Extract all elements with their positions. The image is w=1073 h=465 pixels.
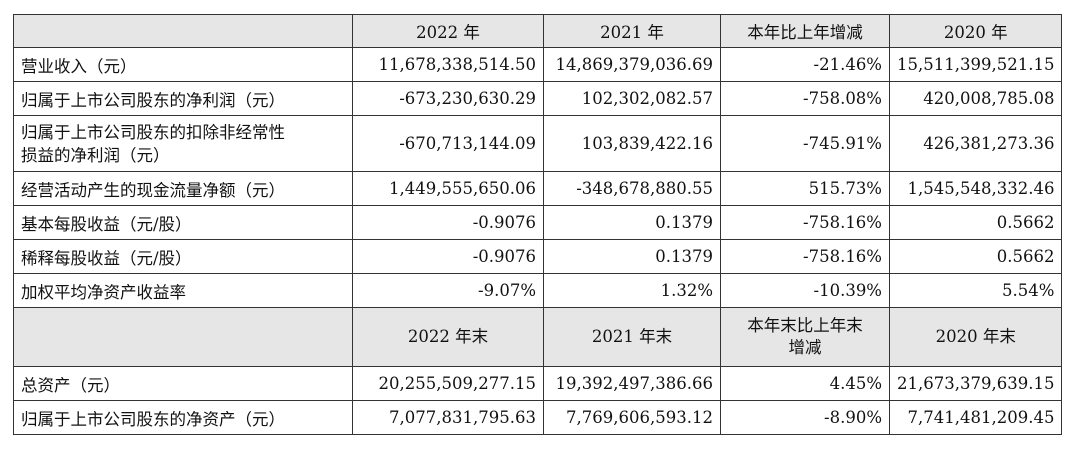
- header-change-end-line2: 增减: [788, 338, 822, 357]
- value-2020: 420,008,785.08: [888, 81, 1063, 116]
- value-change: -10.39%: [720, 273, 890, 308]
- value-2021: -348,678,880.55: [543, 171, 721, 206]
- value-2020: 21,673,379,639.15: [888, 366, 1063, 401]
- value-2020: 0.5662: [888, 205, 1063, 240]
- value-2020: 426,381,273.36: [888, 115, 1063, 172]
- value-2021: 14,869,379,036.69: [543, 47, 721, 82]
- row-label: 加权平均净资产收益率: [13, 273, 353, 308]
- table-row: 营业收入（元） 11,678,338,514.50 14,869,379,036…: [13, 47, 1063, 82]
- value-2021: 19,392,497,386.66: [543, 366, 721, 401]
- header-change-end-line1: 本年末比上年末: [747, 316, 863, 335]
- row-label: 归属于上市公司股东的扣除非经常性 损益的净利润（元）: [13, 115, 353, 172]
- value-2020: 7,741,481,209.45: [888, 400, 1063, 435]
- value-change: 4.45%: [720, 366, 890, 401]
- header-row-year-end: 2022 年末 2021 年末 本年末比上年末 增减 2020 年末: [13, 307, 1063, 367]
- header-2020: 2020 年: [888, 14, 1063, 48]
- value-2021: 0.1379: [543, 239, 721, 274]
- table-row: 总资产（元） 20,255,509,277.15 19,392,497,386.…: [13, 366, 1063, 401]
- row-label: 基本每股收益（元/股）: [13, 205, 353, 240]
- value-change: -758.08%: [720, 81, 890, 116]
- row-label: 总资产（元）: [13, 366, 353, 401]
- value-2022: -673,230,630.29: [352, 81, 544, 116]
- table-row: 加权平均净资产收益率 -9.07% 1.32% -10.39% 5.54%: [13, 273, 1063, 308]
- row-label: 经营活动产生的现金流量净额（元）: [13, 171, 353, 206]
- table-row: 经营活动产生的现金流量净额（元） 1,449,555,650.06 -348,6…: [13, 171, 1063, 206]
- header-blank-cell: [13, 307, 353, 367]
- table-row: 归属于上市公司股东的净资产（元） 7,077,831,795.63 7,769,…: [13, 400, 1063, 435]
- value-2021: 103,839,422.16: [543, 115, 721, 172]
- table-row: 归属于上市公司股东的净利润（元） -673,230,630.29 102,302…: [13, 81, 1063, 116]
- header-change: 本年比上年增减: [720, 14, 890, 48]
- value-2021: 1.32%: [543, 273, 721, 308]
- header-2022-end: 2022 年末: [352, 307, 544, 367]
- table-row: 归属于上市公司股东的扣除非经常性 损益的净利润（元） -670,713,144.…: [13, 115, 1063, 172]
- value-2020: 1,545,548,332.46: [888, 171, 1063, 206]
- value-2022: 7,077,831,795.63: [352, 400, 544, 435]
- value-change: -758.16%: [720, 205, 890, 240]
- header-2021: 2021 年: [543, 14, 721, 48]
- value-2021: 7,769,606,593.12: [543, 400, 721, 435]
- financial-summary-table: 2022 年 2021 年 本年比上年增减 2020 年 营业收入（元） 11,…: [13, 14, 1063, 435]
- header-2021-end: 2021 年末: [543, 307, 721, 367]
- table-row: 稀释每股收益（元/股） -0.9076 0.1379 -758.16% 0.56…: [13, 239, 1063, 274]
- row-label: 营业收入（元）: [13, 47, 353, 82]
- value-2020: 5.54%: [888, 273, 1063, 308]
- value-change: -758.16%: [720, 239, 890, 274]
- row-label-line1: 归属于上市公司股东的扣除非经常性: [21, 122, 285, 142]
- header-blank-cell: [13, 14, 353, 48]
- header-2022: 2022 年: [352, 14, 544, 48]
- value-2021: 0.1379: [543, 205, 721, 240]
- header-change-end: 本年末比上年末 增减: [720, 307, 890, 367]
- value-change: -745.91%: [720, 115, 890, 172]
- value-2022: 20,255,509,277.15: [352, 366, 544, 401]
- row-label-line2: 损益的净利润（元）: [21, 145, 170, 165]
- value-change: -21.46%: [720, 47, 890, 82]
- value-2022: 11,678,338,514.50: [352, 47, 544, 82]
- value-change: -8.90%: [720, 400, 890, 435]
- row-label: 归属于上市公司股东的净资产（元）: [13, 400, 353, 435]
- table-row: 基本每股收益（元/股） -0.9076 0.1379 -758.16% 0.56…: [13, 205, 1063, 240]
- value-2022: 1,449,555,650.06: [352, 171, 544, 206]
- row-label: 归属于上市公司股东的净利润（元）: [13, 81, 353, 116]
- value-2022: -9.07%: [352, 273, 544, 308]
- value-2020: 0.5662: [888, 239, 1063, 274]
- value-2022: -0.9076: [352, 205, 544, 240]
- financial-table-container: 2022 年 2021 年 本年比上年增减 2020 年 营业收入（元） 11,…: [13, 14, 1063, 435]
- value-change: 515.73%: [720, 171, 890, 206]
- value-2022: -670,713,144.09: [352, 115, 544, 172]
- value-2020: 15,511,399,521.15: [888, 47, 1063, 82]
- value-2021: 102,302,082.57: [543, 81, 721, 116]
- header-row-years: 2022 年 2021 年 本年比上年增减 2020 年: [13, 14, 1063, 48]
- row-label: 稀释每股收益（元/股）: [13, 239, 353, 274]
- header-2020-end: 2020 年末: [888, 307, 1063, 367]
- value-2022: -0.9076: [352, 239, 544, 274]
